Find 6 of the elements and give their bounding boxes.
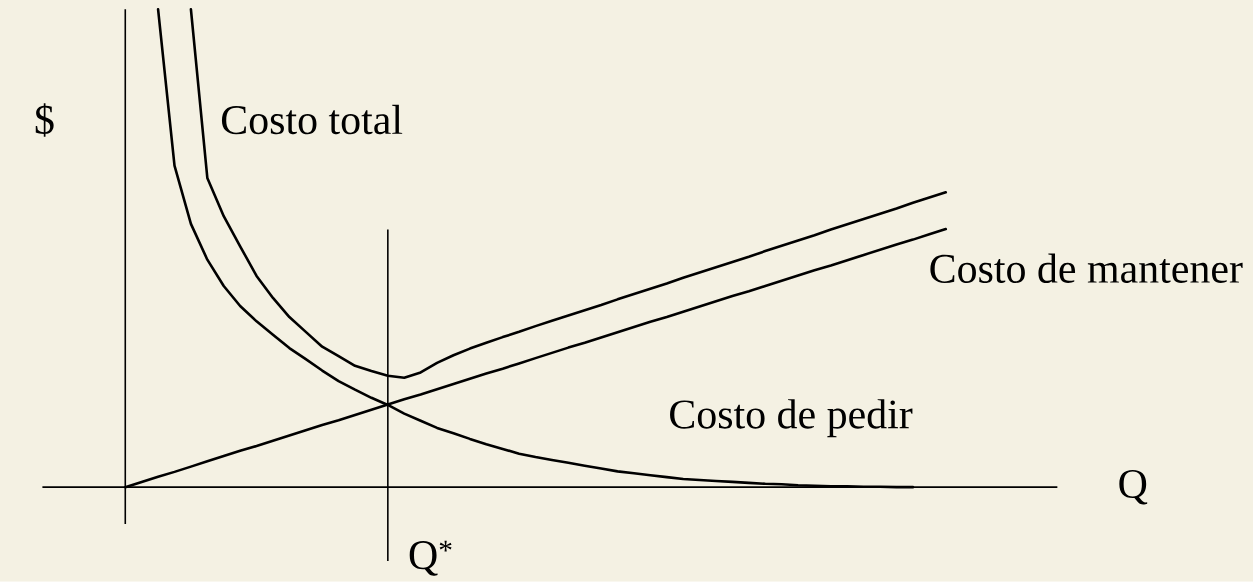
series-label: Costo de pedir: [670, 399, 913, 438]
series-label: Costo de mantener: [930, 253, 1243, 284]
text: Q$^{*}$: [409, 540, 452, 576]
y-axis-title: $: [35, 103, 54, 137]
x-axis-title: Q: [1119, 469, 1148, 505]
series-label: Costo total: [221, 104, 403, 135]
